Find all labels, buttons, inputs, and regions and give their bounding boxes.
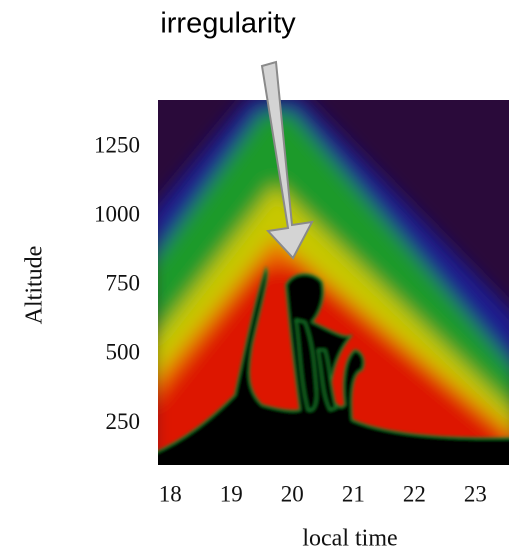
x-tick-label: 22 (403, 481, 426, 506)
x-tick-label: 20 (281, 481, 304, 506)
y-tick-label: 750 (106, 271, 141, 296)
y-tick-label: 250 (106, 409, 141, 434)
x-tick-label: 21 (342, 481, 365, 506)
heatmap (158, 100, 509, 465)
y-tick-label: 1250 (94, 132, 140, 157)
y-tick-label: 500 (106, 340, 141, 365)
annotation-arrow (260, 60, 314, 260)
x-tick-label: 18 (159, 481, 182, 506)
x-tick-label: 23 (464, 481, 487, 506)
y-axis-label: Altitude (22, 246, 48, 325)
annotation: irregularity (160, 8, 296, 40)
x-tick-label: 19 (220, 481, 243, 506)
y-tick-label: 1000 (94, 201, 140, 226)
x-axis-label: local time (302, 526, 397, 552)
